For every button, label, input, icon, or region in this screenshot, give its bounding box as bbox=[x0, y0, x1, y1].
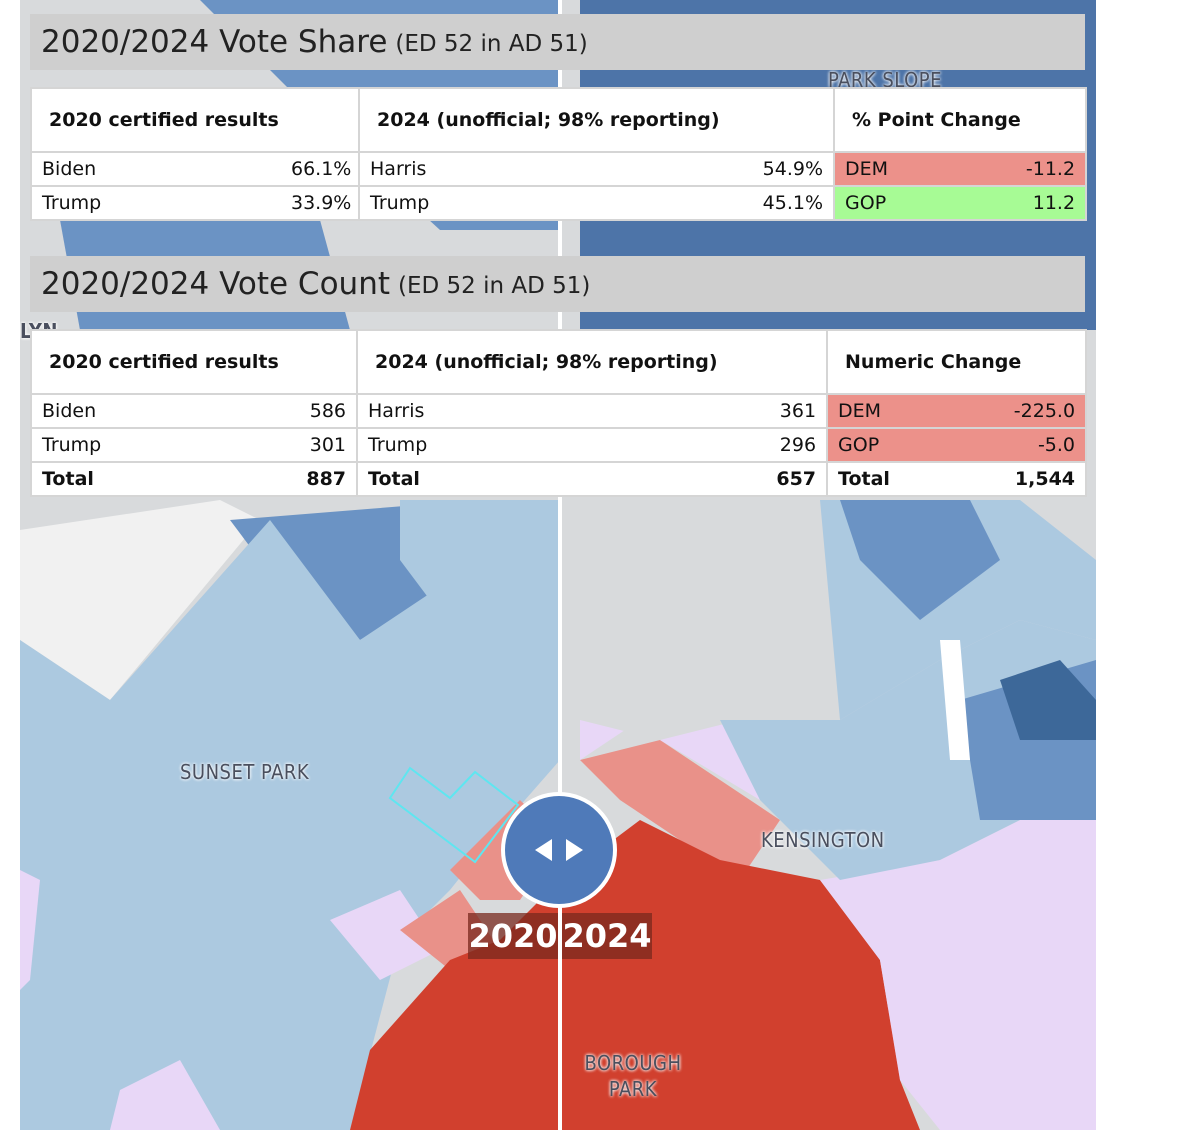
arrow-left-icon bbox=[535, 839, 552, 861]
label-borough-park-line2: PARK bbox=[608, 1077, 658, 1101]
candidate-2020: Trump bbox=[30, 185, 281, 221]
comparison-slider-divider[interactable] bbox=[558, 0, 562, 1130]
vote-share-col-2024: 2024 (unofficial; 98% reporting) bbox=[358, 87, 836, 153]
total-label-2020: Total bbox=[30, 461, 281, 497]
vote-count-table: 2020 certified results 2024 (unofficial;… bbox=[29, 329, 1088, 497]
precinct-sunset-park bbox=[20, 520, 560, 1130]
selected-precinct-outline[interactable] bbox=[388, 766, 520, 864]
vote-count-col-change: Numeric Change bbox=[826, 329, 1088, 395]
precinct-sunset-park-2 bbox=[400, 500, 560, 760]
total-value-2020: 887 bbox=[281, 461, 359, 497]
precinct-blue-dark-right bbox=[1000, 660, 1096, 740]
candidate-2024: Trump bbox=[356, 427, 728, 463]
value-2024: 54.9% bbox=[729, 151, 836, 187]
value-2020: 586 bbox=[281, 393, 359, 429]
vote-count-col-2024: 2024 (unofficial; 98% reporting) bbox=[356, 329, 829, 395]
vote-share-header-row: 2020 certified results 2024 (unofficial;… bbox=[29, 87, 1088, 153]
road-right bbox=[940, 640, 970, 760]
change-value: 11.2 bbox=[994, 185, 1088, 221]
total-value-2024: 657 bbox=[727, 461, 829, 497]
vote-count-header-row: 2020 certified results 2024 (unofficial;… bbox=[29, 329, 1088, 395]
table-row: Biden 66.1% Harris 54.9% DEM -11.2 bbox=[30, 151, 1088, 187]
precinct-upper-right bbox=[20, 0, 1096, 330]
vote-count-subtitle: (ED 52 in AD 51) bbox=[398, 273, 591, 299]
year-label-2020: 2020 bbox=[468, 913, 558, 959]
table-row: Biden 586 Harris 361 DEM -225.0 bbox=[30, 393, 1088, 429]
vote-share-title: 2020/2024 Vote Share bbox=[41, 24, 388, 60]
party: GOP bbox=[833, 185, 995, 221]
total-label-2024: Total bbox=[356, 461, 728, 497]
precinct-purple-left bbox=[20, 870, 40, 990]
land-center-right bbox=[580, 500, 840, 740]
candidate-2020: Biden bbox=[30, 393, 281, 429]
table-row: Trump 301 Trump 296 GOP -5.0 bbox=[30, 427, 1088, 463]
table-row-total: Total 887 Total 657 Total 1,544 bbox=[30, 461, 1088, 497]
value-2020: 33.9% bbox=[281, 185, 361, 221]
party: GOP bbox=[826, 427, 988, 463]
precinct-purple-right-2 bbox=[820, 800, 1096, 1130]
party: DEM bbox=[826, 393, 988, 429]
precinct-blue-mid-right bbox=[840, 500, 1000, 620]
change-value: -225.0 bbox=[987, 393, 1088, 429]
candidate-2024: Trump bbox=[358, 185, 730, 221]
total-value-change: 1,544 bbox=[987, 461, 1088, 497]
value-2020: 301 bbox=[281, 427, 359, 463]
vote-count-header: 2020/2024 Vote Count (ED 52 in AD 51) bbox=[30, 256, 1085, 312]
vote-count-title: 2020/2024 Vote Count bbox=[41, 266, 390, 302]
vote-share-subtitle: (ED 52 in AD 51) bbox=[395, 31, 588, 57]
vote-share-header: 2020/2024 Vote Share (ED 52 in AD 51) bbox=[30, 14, 1085, 70]
table-row: Trump 33.9% Trump 45.1% GOP 11.2 bbox=[30, 185, 1088, 221]
label-sunset-park: SUNSET PARK bbox=[180, 760, 310, 784]
candidate-2024: Harris bbox=[358, 151, 730, 187]
label-kensington: KENSINGTON bbox=[761, 828, 885, 852]
value-2024: 361 bbox=[727, 393, 829, 429]
change-value: -5.0 bbox=[987, 427, 1088, 463]
vote-share-col-change: % Point Change bbox=[833, 87, 1088, 153]
label-borough-park-line1: BOROUGH bbox=[584, 1051, 682, 1075]
vote-share-col-2020: 2020 certified results bbox=[29, 87, 361, 153]
label-borough-park: BOROUGH PARK bbox=[583, 1050, 683, 1102]
precinct-rep-light-3 bbox=[580, 740, 780, 880]
year-label-2024: 2024 bbox=[562, 913, 652, 959]
park-area bbox=[20, 500, 260, 700]
candidate-2020: Trump bbox=[30, 427, 281, 463]
candidate-2024: Harris bbox=[356, 393, 728, 429]
value-2024: 45.1% bbox=[729, 185, 836, 221]
total-label-change: Total bbox=[826, 461, 988, 497]
party: DEM bbox=[833, 151, 995, 187]
precinct-purple-bottom bbox=[110, 1060, 220, 1130]
value-2020: 66.1% bbox=[281, 151, 361, 187]
value-2024: 296 bbox=[727, 427, 829, 463]
vote-share-table: 2020 certified results 2024 (unofficial;… bbox=[29, 87, 1088, 221]
comparison-slider-handle[interactable] bbox=[501, 792, 617, 908]
precinct-borough-park bbox=[350, 820, 920, 1130]
candidate-2020: Biden bbox=[30, 151, 281, 187]
arrow-right-icon bbox=[566, 839, 583, 861]
vote-count-col-2020: 2020 certified results bbox=[29, 329, 359, 395]
precinct-purple-mid bbox=[330, 890, 440, 980]
change-value: -11.2 bbox=[994, 151, 1088, 187]
